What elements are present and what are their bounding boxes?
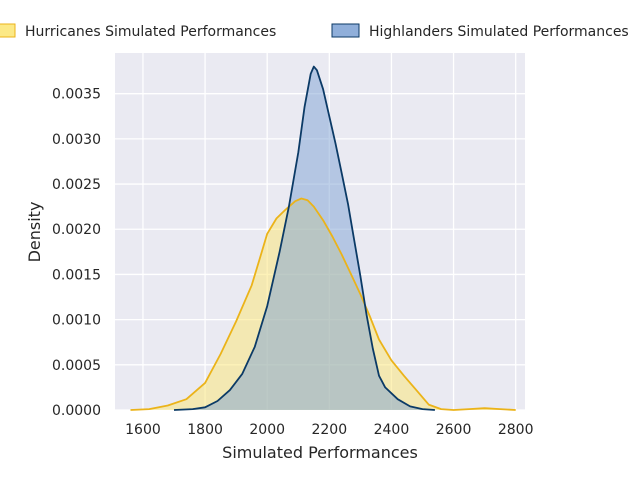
series-line-1 [130, 197, 516, 411]
y-tick-label: 0.0030 [52, 132, 101, 148]
x-tick-label: 1600 [125, 422, 161, 438]
y-tick-label: 0.0015 [52, 267, 101, 283]
x-tick-label: 2200 [311, 422, 347, 438]
legend: Hurricanes Simulated Performances Highlan… [0, 23, 629, 40]
legend-swatch-1 [0, 23, 16, 38]
series-line-2 [173, 65, 435, 411]
legend-label-2: Highlanders Simulated Performances [369, 24, 629, 40]
x-tick-label: 2600 [436, 422, 472, 438]
series-area-2 [174, 66, 435, 410]
x-axis-label: Simulated Performances [222, 443, 418, 462]
x-tick-label: 1800 [187, 422, 223, 438]
series-layer [130, 65, 516, 411]
y-tick-label: 0.0035 [52, 87, 101, 103]
legend-swatch-2 [331, 23, 360, 38]
y-axis-label: Density [25, 202, 44, 263]
y-tick-label: 0.0025 [52, 177, 101, 193]
x-tick-label: 2800 [498, 422, 534, 438]
y-tick-label: 0.0010 [52, 313, 101, 329]
legend-label-1: Hurricanes Simulated Performances [25, 24, 276, 40]
x-tick-label: 2000 [249, 422, 285, 438]
y-tick-label: 0.0005 [52, 358, 101, 374]
tick-labels: 1600 1800 2000 2200 2400 2600 2800 0.0000 0.0005… [52, 87, 534, 438]
y-tick-label: 0.0000 [52, 403, 101, 419]
x-tick-label: 2400 [374, 422, 410, 438]
y-tick-label: 0.0020 [52, 222, 101, 238]
